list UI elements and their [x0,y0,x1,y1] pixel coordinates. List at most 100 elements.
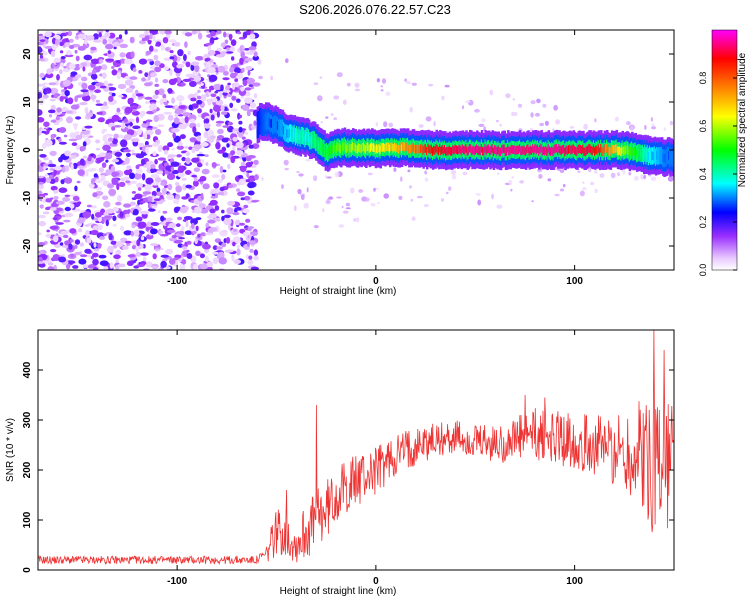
noise-cell [124,157,130,165]
noise-cell [230,150,236,156]
noise-cell [75,74,82,79]
speckle-cell [375,187,380,190]
noise-cell [86,112,94,118]
noise-cell [205,222,210,228]
noise-cell [104,133,114,137]
noise-cell [160,254,169,258]
noise-cell [154,177,162,183]
speckle-cell [313,82,319,86]
noise-cell [41,197,47,204]
speckle-cell [404,78,408,82]
noise-cell [53,112,62,115]
noise-cell [226,218,231,224]
noise-cell [171,128,180,133]
noise-cell [66,49,72,56]
noise-cell [176,64,183,69]
speckle-cell [293,205,297,212]
colorbar-tick-label: 0.0 [698,264,708,277]
noise-cell [136,239,141,247]
noise-cell [82,45,87,49]
noise-cell [113,254,121,259]
noise-cell [123,134,133,141]
noise-cell [94,79,98,83]
noise-cell [80,62,88,67]
speckle-cell [261,176,264,181]
x-tick-label: -100 [167,576,187,587]
noise-cell [63,219,71,223]
snr-series-group [38,330,674,566]
y-tick-label: 10 [22,96,33,108]
noise-cell [111,171,118,177]
noise-cell [42,211,50,215]
noise-cell [48,114,53,118]
noise-cell [218,257,227,265]
noise-cell [44,139,53,147]
noise-cell [84,248,92,254]
noise-cell [159,30,166,35]
speckle-cell [285,58,289,64]
noise-cell [60,230,69,235]
noise-cell [53,168,57,176]
noise-cell [197,233,201,238]
noise-cell [223,70,229,76]
noise-cell [38,242,46,247]
speckle-cell [319,76,323,79]
noise-cell [239,57,244,65]
noise-cell [183,216,193,220]
speckle-cell [380,89,384,92]
speckle-cell [326,176,332,179]
noise-cell [67,97,74,105]
noise-cell [50,87,59,95]
noise-cell [222,89,231,93]
speckle-cell [364,197,370,202]
speckle-cell [328,196,334,200]
noise-cell [207,44,211,52]
noise-cell [85,169,89,177]
speckle-cell [583,123,588,130]
noise-cell [196,162,203,168]
noise-cell [177,141,183,147]
noise-cell [242,31,248,39]
noise-cell [102,233,107,237]
noise-cell [88,168,97,172]
speckle-cell [450,169,457,175]
noise-cell [95,178,103,184]
noise-cell [112,215,117,222]
speckle-cell [338,224,345,228]
noise-cell [55,38,59,46]
noise-cell [168,237,178,242]
noise-cell [68,243,73,250]
noise-cell [231,254,235,262]
noise-cell [219,186,225,192]
noise-cell [248,84,254,87]
noise-cell [45,206,50,211]
noise-cell [132,67,137,73]
noise-cell [214,238,222,244]
noise-cell [161,187,167,195]
noise-cell [147,58,154,62]
noise-cell [130,105,138,109]
noise-cell [81,82,88,90]
noise-cell [132,125,141,130]
noise-cell [232,236,241,244]
noise-cell [91,69,97,75]
noise-cell [50,104,56,111]
noise-cell [154,248,160,252]
noise-cell [90,153,94,157]
noise-cell [238,120,243,125]
noise-cell [205,162,209,166]
noise-cell [182,78,192,82]
noise-cell [251,200,258,203]
noise-cell [130,230,134,237]
noise-cell [160,260,167,268]
noise-cell [101,162,107,169]
noise-cell [177,243,184,248]
noise-cell [123,230,133,236]
speckle-cell [418,124,424,128]
noise-cell [97,117,105,123]
speckle-cell [650,117,654,122]
speckle-cell [297,188,302,195]
noise-cell [129,36,135,44]
noise-cell [120,139,128,147]
noise-cell [107,183,114,189]
